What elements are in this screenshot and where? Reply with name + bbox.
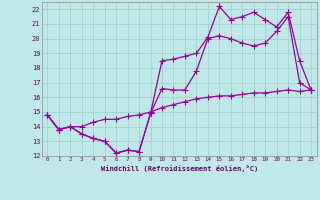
X-axis label: Windchill (Refroidissement éolien,°C): Windchill (Refroidissement éolien,°C) xyxy=(100,165,258,172)
